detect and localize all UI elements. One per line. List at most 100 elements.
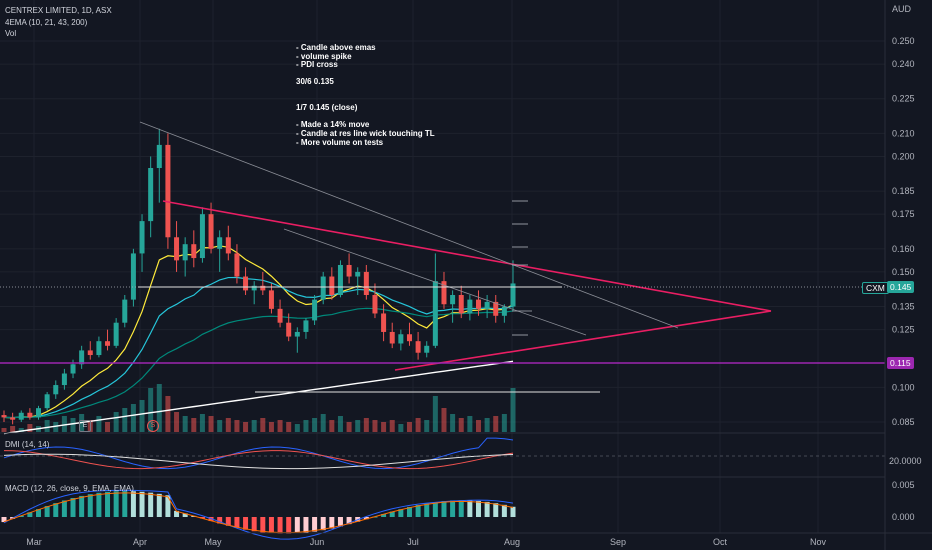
candle[interactable] [182, 237, 188, 277]
candle[interactable] [424, 341, 430, 358]
dmi-indicator-label[interactable]: DMI (14, 14) [5, 440, 50, 449]
volume-bar [467, 416, 473, 432]
candle[interactable] [96, 336, 102, 358]
ema10-line[interactable] [3, 245, 514, 419]
candle[interactable] [467, 295, 473, 321]
candle[interactable] [441, 271, 447, 309]
candle[interactable] [329, 267, 335, 300]
candle[interactable] [191, 230, 197, 268]
volume-bar [286, 422, 292, 432]
candle[interactable] [277, 299, 283, 328]
candle[interactable] [10, 412, 16, 425]
dmi-plus-line[interactable] [3, 437, 514, 470]
macd-line[interactable] [3, 489, 514, 540]
candle[interactable] [312, 295, 318, 326]
volume-indicator-label[interactable]: Vol [5, 29, 17, 38]
candle[interactable] [294, 327, 300, 353]
macd-histogram-bar [96, 492, 102, 517]
candle[interactable] [286, 313, 292, 342]
candle[interactable] [217, 230, 223, 272]
volume-bar [484, 418, 490, 432]
grey-trendline-2[interactable] [283, 228, 587, 336]
candle[interactable] [493, 295, 499, 323]
candle[interactable] [199, 207, 205, 263]
dmi-minus-line[interactable] [3, 450, 514, 470]
macd-histogram-bar [113, 491, 119, 517]
macd-histogram-bar [484, 501, 490, 517]
grey-trendline-1[interactable] [139, 121, 679, 329]
symbol-title[interactable]: CENTREX LIMITED, 1D, ASX [5, 6, 112, 15]
candle[interactable] [130, 248, 136, 307]
candle[interactable] [260, 271, 266, 295]
ema200-line[interactable] [3, 360, 514, 435]
candle[interactable] [225, 225, 231, 261]
candle[interactable] [208, 202, 214, 254]
macd-indicator-label[interactable]: MACD (12, 26, close, 9, EMA, EMA) [5, 484, 134, 493]
candle[interactable] [156, 128, 162, 203]
candle[interactable] [44, 391, 50, 411]
macd-histogram-bar [139, 491, 145, 517]
candle[interactable] [87, 341, 93, 360]
candle[interactable] [484, 295, 490, 319]
candle[interactable] [122, 295, 128, 328]
candle[interactable] [320, 271, 326, 305]
volume-bar [475, 420, 481, 432]
candle[interactable] [475, 290, 481, 316]
adx-line[interactable] [3, 453, 514, 470]
candle[interactable] [105, 329, 111, 351]
candle[interactable] [501, 304, 507, 323]
triangle-upper-line[interactable] [162, 200, 772, 312]
ema43-line[interactable] [3, 307, 514, 419]
candle[interactable] [53, 380, 59, 399]
candle[interactable] [113, 318, 119, 349]
candle[interactable] [139, 214, 145, 272]
candle[interactable] [243, 267, 249, 295]
candle[interactable] [363, 264, 369, 300]
signal-line[interactable] [3, 492, 514, 534]
candle[interactable] [268, 283, 274, 314]
macd-histogram-bar [450, 500, 456, 517]
candle[interactable] [398, 329, 404, 351]
annotation-notes[interactable]: - Candle above emas - volume spike - PDI… [296, 43, 435, 147]
volume-bar [251, 420, 257, 432]
candle[interactable] [450, 290, 456, 323]
candle[interactable] [303, 318, 309, 339]
candle[interactable] [372, 283, 378, 319]
candle[interactable] [355, 267, 361, 295]
candle[interactable] [234, 244, 240, 284]
candle[interactable] [510, 260, 516, 312]
macd-histogram-bar [268, 517, 274, 534]
ema-indicator-label[interactable]: 4EMA (10, 21, 43, 200) [5, 18, 88, 27]
candle[interactable] [27, 408, 33, 420]
candle[interactable] [18, 410, 24, 422]
macd-histogram-bar [243, 517, 249, 530]
earnings-icon[interactable]: E [79, 420, 91, 432]
candle[interactable] [381, 304, 387, 342]
candle[interactable] [415, 331, 421, 360]
candle[interactable] [36, 405, 42, 420]
candle[interactable] [174, 221, 180, 272]
candle[interactable] [346, 253, 352, 284]
macd-histogram-bar [18, 515, 24, 517]
candle[interactable] [79, 345, 85, 369]
candle[interactable] [251, 281, 257, 305]
candle[interactable] [1, 410, 7, 422]
candle[interactable] [61, 368, 67, 390]
triangle-lower-line[interactable] [394, 310, 772, 371]
candle[interactable] [337, 260, 343, 298]
volume-bar [130, 404, 136, 432]
candle[interactable] [165, 133, 171, 249]
candle[interactable] [432, 253, 438, 349]
candle[interactable] [389, 322, 395, 349]
split-icon[interactable]: S [147, 420, 159, 432]
symbol-badge: CXM [862, 282, 889, 294]
macd-histogram-bar [44, 506, 50, 517]
price-tick-label: 0.100 [892, 382, 915, 392]
candle[interactable] [148, 156, 154, 238]
volume-bar [441, 408, 447, 432]
candle[interactable] [406, 322, 412, 346]
price-tick-label: 0.160 [892, 244, 915, 254]
macd-histogram-bar [130, 491, 136, 517]
ema21-line[interactable] [3, 276, 514, 419]
